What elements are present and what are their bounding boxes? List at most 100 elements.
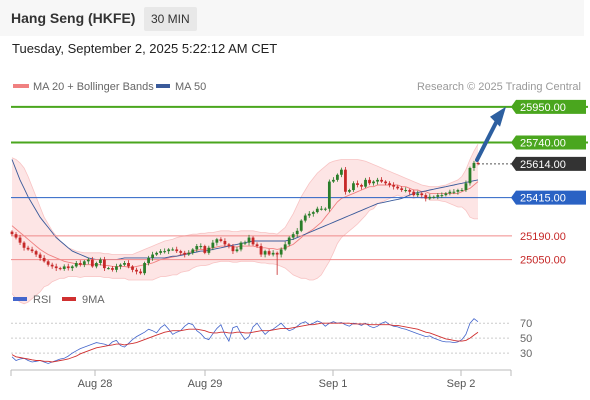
level-tag-current <box>511 156 586 171</box>
price-levels <box>11 105 588 261</box>
candle-body <box>231 246 235 252</box>
candle-body <box>315 208 319 213</box>
level-label-support: 25050.00 <box>520 255 566 267</box>
candle-body <box>251 237 255 245</box>
bollinger-band-fill <box>12 144 478 304</box>
candle-body <box>107 268 110 270</box>
candle-body <box>239 242 243 250</box>
candle-body <box>123 263 126 265</box>
candle-body <box>380 179 383 182</box>
candle-body <box>191 249 195 253</box>
candle-body <box>54 266 58 269</box>
candle-body <box>127 263 130 267</box>
rsi-legend-label: RSI <box>33 294 51 306</box>
rsi-tick-label: 30 <box>520 348 532 360</box>
candle-body <box>159 251 163 253</box>
candle-body <box>275 252 279 255</box>
candle-body <box>171 249 175 251</box>
candle-body <box>331 179 335 182</box>
candle-body <box>215 239 219 243</box>
x-tick-label: Sep 1 <box>319 378 348 390</box>
candle-body <box>287 237 291 245</box>
candle-body <box>70 266 74 269</box>
candle-body <box>416 193 420 196</box>
candle-body <box>243 242 247 244</box>
candle-body <box>179 251 183 253</box>
candle-body <box>187 252 191 255</box>
candle-body <box>376 179 379 182</box>
candle-body <box>412 191 416 196</box>
candle-body <box>207 247 211 253</box>
header-bar <box>0 0 584 36</box>
candle-body <box>444 193 448 196</box>
candle-body <box>372 181 375 184</box>
x-tick-label: Sep 2 <box>447 378 476 390</box>
candle-body <box>295 230 299 235</box>
candle-body <box>102 259 106 269</box>
candle-body <box>476 162 480 164</box>
candle-body <box>319 208 323 210</box>
candle-body <box>348 190 351 192</box>
level-labels: 25950.00 25740.00 25614.00 25415.00 25190.00… <box>511 99 586 267</box>
candle-body <box>396 186 400 189</box>
candle-body <box>408 190 412 192</box>
candle-body <box>388 183 392 185</box>
forecast-arrow-head <box>490 106 506 127</box>
candle-body <box>291 234 295 238</box>
candle-body <box>143 263 146 274</box>
candle-body <box>135 269 138 272</box>
level-label-pivot: 25415.00 <box>520 193 566 205</box>
x-tick-label: Aug 29 <box>188 378 223 390</box>
candle-body <box>86 259 90 262</box>
candle-body <box>66 266 70 269</box>
candle-body <box>78 263 82 265</box>
rsi-pane: 70 50 30 <box>11 318 532 364</box>
candle-body <box>432 196 436 198</box>
candle-body <box>50 264 54 267</box>
candle-body <box>211 242 215 248</box>
candle-body <box>10 231 14 235</box>
forecast-arrow <box>475 106 506 162</box>
candle-body <box>163 251 167 253</box>
candle-body <box>259 246 263 255</box>
candle-body <box>34 251 38 255</box>
bollinger-bands <box>11 143 479 305</box>
ma50-legend-swatch <box>156 84 170 88</box>
candle-body <box>26 247 30 250</box>
candle-body <box>436 195 440 197</box>
candle-body <box>440 195 444 197</box>
candle-body <box>460 190 464 192</box>
candle-body <box>335 174 339 180</box>
candle-body <box>42 257 46 262</box>
candle-body <box>22 242 26 248</box>
candle-body <box>464 183 468 191</box>
x-ticks: Aug 28 Aug 29 Sep 1 Sep 2 <box>78 370 476 390</box>
level-tag-resistance <box>511 99 586 114</box>
timeframe-button[interactable]: 30 MIN <box>144 7 197 31</box>
x-tick-label: Aug 28 <box>78 378 113 390</box>
candle-body <box>115 266 118 270</box>
candle-body <box>58 268 62 270</box>
rsi-line <box>11 318 479 364</box>
ma20-legend-label: MA 20 + Bollinger Bands <box>33 81 154 93</box>
ma20-line <box>11 181 479 268</box>
candle-body <box>90 259 94 267</box>
candle-body <box>327 181 331 209</box>
candle-body <box>279 249 283 255</box>
candle-body <box>428 196 432 199</box>
candle-body <box>352 183 355 191</box>
candle-body <box>183 252 187 255</box>
candle-body <box>368 179 371 184</box>
candle-body <box>14 234 18 238</box>
candle-body <box>364 179 367 187</box>
rsi-tick-label: 50 <box>520 333 532 345</box>
candle-body <box>360 184 363 187</box>
candle-body <box>267 251 271 255</box>
candle-body <box>62 266 66 269</box>
candle-body <box>195 246 199 250</box>
candle-body <box>344 169 347 192</box>
candle-body <box>340 169 343 175</box>
rsi-tick-label: 70 <box>520 318 532 330</box>
level-tag-pivot <box>511 190 586 205</box>
candle-body <box>452 191 456 193</box>
